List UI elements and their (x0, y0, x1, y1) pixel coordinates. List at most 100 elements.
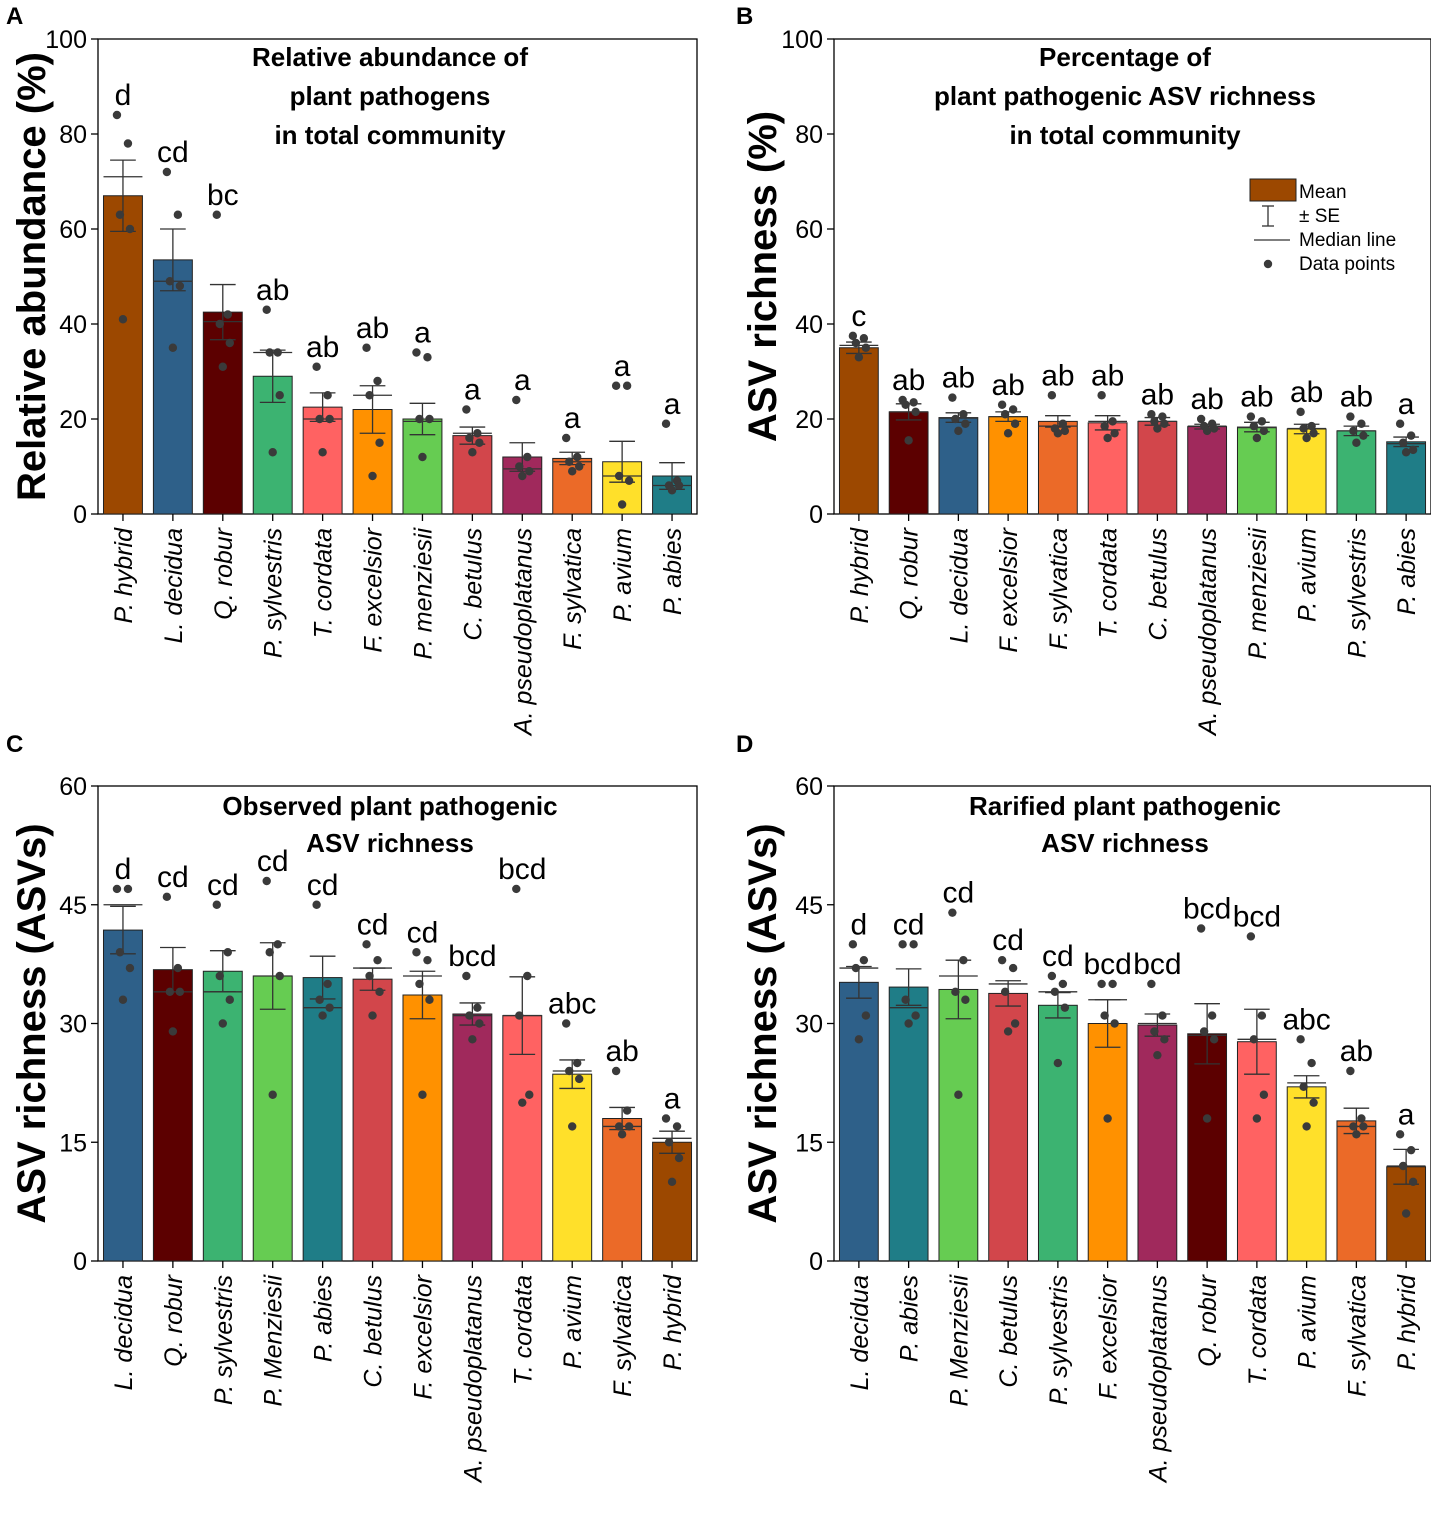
y-tick-label: 40 (59, 311, 87, 339)
data-point (664, 1138, 674, 1147)
data-point (223, 310, 232, 319)
significance-letter: a (614, 350, 631, 383)
x-tick-label: A. pseudoplatanus (1194, 528, 1222, 737)
data-point (362, 940, 371, 949)
data-point (362, 343, 371, 352)
data-point (622, 1106, 632, 1115)
data-point (611, 381, 621, 390)
data-point (1147, 410, 1156, 419)
data-point (614, 471, 624, 481)
data-point (518, 1098, 527, 1107)
chart-title-line: ASV richness (306, 828, 474, 858)
y-tick-label: 80 (795, 121, 823, 149)
significance-letter: abc (1282, 1003, 1330, 1036)
data-point (118, 995, 128, 1004)
x-tick-label: T. cordata (1244, 1275, 1272, 1385)
data-point (418, 1090, 427, 1099)
data-point (1209, 424, 1219, 433)
significance-letter: a (464, 374, 481, 407)
data-point (859, 955, 869, 965)
data-point (859, 334, 869, 343)
data-point (909, 398, 918, 407)
x-tick-label: P. sylvestris (1343, 528, 1371, 658)
data-point (1158, 1011, 1167, 1020)
bar (102, 195, 143, 515)
data-point (565, 1066, 574, 1076)
data-point (123, 139, 133, 148)
y-tick-label: 100 (45, 26, 87, 54)
data-point (622, 381, 632, 390)
data-point (1408, 1177, 1418, 1187)
data-point (1003, 429, 1013, 438)
data-point (1100, 1011, 1109, 1020)
bar (938, 988, 979, 1262)
legend-label-se: ± SE (1299, 206, 1340, 227)
y-tick-label: 45 (795, 892, 823, 920)
bar (552, 457, 593, 515)
x-tick-label: P. hybrid (659, 1274, 687, 1371)
x-tick-label: P. abies (896, 1275, 924, 1362)
data-point (512, 395, 521, 405)
legend-label-points: Data points (1299, 254, 1395, 275)
data-point (525, 467, 534, 476)
significance-letter: ab (356, 312, 389, 345)
x-tick-label: P. menziesii (409, 527, 437, 660)
significance-letter: a (1398, 388, 1415, 421)
data-point (315, 995, 324, 1004)
data-point (365, 971, 374, 981)
bar (652, 1141, 693, 1262)
data-point (423, 353, 432, 362)
data-point (212, 210, 221, 219)
bar (152, 259, 193, 515)
data-point (854, 353, 864, 362)
data-point (1259, 1090, 1269, 1099)
data-point (1097, 979, 1106, 989)
significance-letter: ab (306, 331, 339, 364)
significance-letter: ab (1240, 381, 1273, 414)
y-tick-label: 0 (73, 1248, 87, 1276)
x-tick-label: L. decidua (945, 528, 973, 643)
data-point (275, 971, 284, 981)
data-point (1150, 1027, 1159, 1036)
data-point (515, 1011, 524, 1020)
data-point (1299, 424, 1308, 433)
data-point (1252, 1114, 1262, 1123)
data-point (1202, 1114, 1212, 1123)
data-point (368, 471, 377, 481)
data-point (1246, 932, 1256, 941)
x-tick-label: P. avium (1294, 1275, 1322, 1369)
significance-letter: bcd (498, 853, 546, 886)
data-point (1346, 412, 1355, 421)
data-point (325, 1003, 334, 1012)
data-point (1103, 433, 1112, 443)
significance-letter: ab (991, 369, 1024, 402)
significance-letter: d (851, 908, 868, 941)
bar (988, 992, 1029, 1262)
panel-letter: C (6, 731, 23, 758)
data-point (218, 362, 227, 371)
data-point (1060, 1003, 1070, 1012)
bar (452, 435, 493, 515)
bar (602, 1118, 643, 1262)
significance-letter: cd (157, 136, 189, 169)
data-point (323, 391, 332, 400)
data-point (162, 892, 172, 902)
data-point (901, 995, 910, 1004)
significance-letter: d (115, 853, 132, 886)
significance-letter: ab (256, 274, 289, 307)
data-point (112, 110, 122, 120)
data-point (475, 1019, 484, 1028)
x-tick-label: Q. robur (896, 526, 924, 619)
x-tick-label: C. betulus (995, 1275, 1023, 1388)
data-point (674, 481, 684, 490)
data-point (904, 436, 913, 445)
data-point (512, 884, 521, 894)
y-tick-label: 15 (59, 1129, 87, 1157)
x-tick-label: P. avium (609, 528, 637, 622)
data-point (168, 343, 178, 352)
data-point (1401, 1209, 1411, 1218)
data-point (1406, 431, 1416, 440)
data-point (115, 948, 125, 957)
data-point (412, 348, 421, 357)
data-point (901, 400, 910, 409)
